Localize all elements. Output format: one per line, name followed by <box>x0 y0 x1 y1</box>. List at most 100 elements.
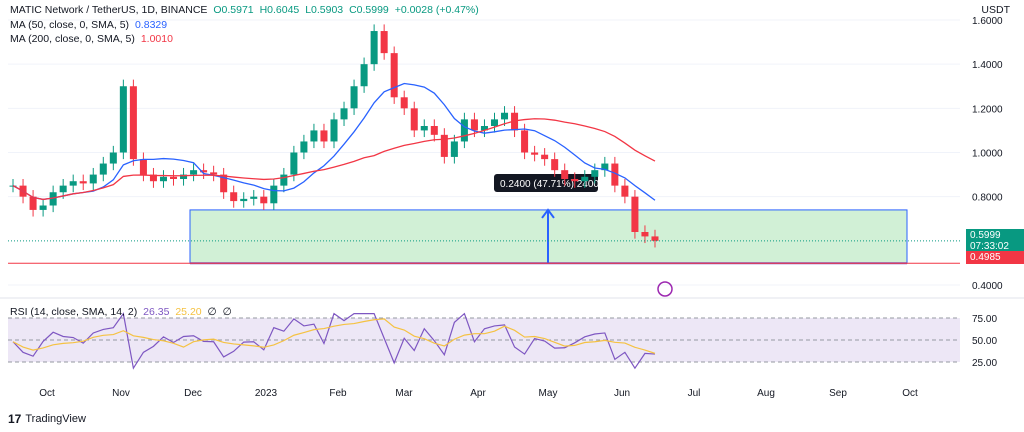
candle-body <box>591 170 599 177</box>
ma200-label: MA (200, close, 0, SMA, 5) <box>10 33 135 45</box>
ma200-value: 1.0010 <box>140 33 173 45</box>
x-tick-label: 2023 <box>255 388 278 399</box>
candle-body <box>29 196 37 210</box>
candle-body <box>79 181 87 184</box>
candle-body <box>380 31 388 54</box>
candle-body <box>501 112 509 120</box>
ma50-label: MA (50, close, 0, SMA, 5) <box>10 19 130 31</box>
candle-body <box>169 176 178 179</box>
rsi-legend[interactable]: RSI (14, close, SMA, 14, 2) 26.35 25.20 … <box>10 306 235 318</box>
candle-body <box>220 174 228 193</box>
candle-body <box>400 97 408 109</box>
candle-body <box>89 174 97 184</box>
x-tick-label: Oct <box>39 388 55 399</box>
candle-body <box>39 205 47 210</box>
x-tick-label: Jun <box>614 388 630 399</box>
candle-body <box>99 163 107 175</box>
candle-body <box>611 163 619 186</box>
candle-body <box>430 126 438 135</box>
x-tick-label: Oct <box>902 388 918 399</box>
candle-body <box>460 119 468 142</box>
last-price-tag: 0.5999 07:33:02 <box>966 229 1024 253</box>
y-tick-label: 1.6000 <box>972 16 1003 27</box>
candle-body <box>69 181 77 186</box>
last-price: 0.5999 <box>970 230 1001 241</box>
candle-body <box>119 86 127 153</box>
ma50-legend[interactable]: MA (50, close, 0, SMA, 5) 0.8329 <box>10 19 170 31</box>
x-tick-label: Feb <box>329 388 347 399</box>
candle-body <box>440 134 448 157</box>
candle-body <box>270 185 278 204</box>
candle-body <box>571 179 579 182</box>
y-tick-label: 1.0000 <box>972 149 1003 160</box>
x-tick-label: Aug <box>757 388 775 399</box>
x-tick-label: Mar <box>395 388 413 399</box>
brand[interactable]: 17 TradingView <box>8 412 86 426</box>
candle-body <box>49 192 57 206</box>
high-value: H0.6045 <box>259 4 300 16</box>
candle-body <box>601 163 609 171</box>
ma200-legend[interactable]: MA (200, close, 0, SMA, 5) 1.0010 <box>10 33 176 45</box>
x-tick-label: Nov <box>112 388 130 399</box>
candle-body <box>330 119 338 142</box>
candle-body <box>480 126 488 131</box>
candle-body <box>240 198 248 202</box>
rsi-line <box>12 312 656 370</box>
x-tick-label: Dec <box>184 388 202 399</box>
low-price-tag: 0.4985 <box>966 251 1024 264</box>
candle-body <box>260 196 268 204</box>
candle-body <box>280 174 288 186</box>
candle-body <box>531 152 539 155</box>
candle-body <box>300 141 308 153</box>
candle-body <box>200 170 208 173</box>
candle-body <box>320 130 328 142</box>
low-value: L0.5903 <box>305 4 344 16</box>
candle-body <box>109 152 117 164</box>
candle-body <box>521 130 529 153</box>
rsi-tick-label: 50.00 <box>972 336 997 347</box>
candle-body <box>621 185 629 197</box>
y-tick-label: 0.4000 <box>972 281 1003 292</box>
candle-body <box>551 159 559 171</box>
change-value: +0.0028 (+0.47%) <box>394 4 479 16</box>
brand-label: TradingView <box>25 413 86 425</box>
close-value: C0.5999 <box>349 4 389 16</box>
candle-body <box>370 31 378 65</box>
rsi-tick-label: 25.00 <box>972 358 997 369</box>
measure-arrowhead <box>541 208 555 219</box>
ma50-line <box>12 82 656 201</box>
candle-body <box>210 172 218 175</box>
y-tick-label: 1.4000 <box>972 60 1003 71</box>
x-tick-label: Apr <box>470 388 486 399</box>
chart-header: MATIC Network / TetherUS, 1D, BINANCE O0… <box>10 4 482 16</box>
candle-body <box>450 141 458 157</box>
candle-body <box>360 64 368 87</box>
x-tick-label: Sep <box>829 388 847 399</box>
rsi-na1: ∅ <box>207 306 217 318</box>
candle-body <box>490 119 499 126</box>
candle-body <box>420 126 428 131</box>
candle-body <box>350 86 358 109</box>
candle-body <box>641 232 649 237</box>
rsi-value: 26.35 <box>143 306 170 318</box>
currency-label: USDT <box>981 4 1010 16</box>
candle-body <box>541 154 549 160</box>
event-icon <box>657 281 673 297</box>
candle-body <box>651 236 659 241</box>
countdown: 07:33:02 <box>970 241 1009 252</box>
candle-body <box>59 185 67 193</box>
rsi-ma-line <box>12 318 656 354</box>
candle-body <box>180 174 188 179</box>
candle-body <box>470 119 478 131</box>
candle-body <box>410 108 418 131</box>
candle-body <box>390 53 398 98</box>
candle-body <box>310 130 318 142</box>
candle-body <box>250 196 258 199</box>
candle-body <box>139 159 147 175</box>
rsi-tick-label: 75.00 <box>972 314 997 325</box>
rsi-label: RSI (14, close, SMA, 14, 2) <box>10 306 138 318</box>
candle-body <box>340 108 348 120</box>
symbol-label: MATIC Network / TetherUS, 1D, BINANCE <box>10 4 208 16</box>
candle-body <box>129 86 137 160</box>
